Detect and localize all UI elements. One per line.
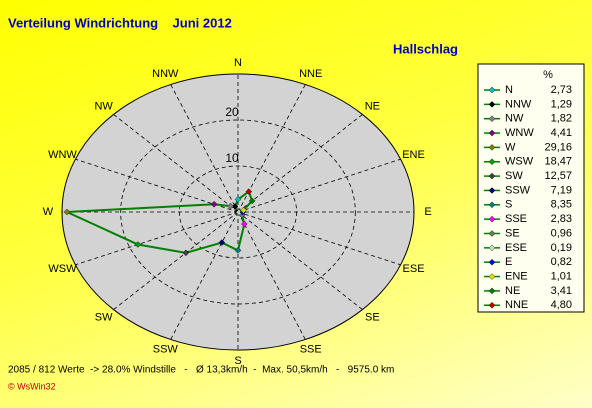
direction-label: NNE: [299, 68, 322, 80]
legend-label: NE: [505, 285, 520, 297]
data-point: [234, 247, 242, 254]
direction-label: S: [234, 355, 241, 367]
data-point: [234, 196, 242, 203]
data-point: [134, 241, 142, 248]
legend-label: S: [505, 199, 512, 211]
legend-box: [477, 63, 585, 313]
legend-value: 0,82: [551, 256, 572, 268]
data-point: [227, 202, 234, 210]
spoke: [237, 211, 363, 310]
direction-label: E: [424, 206, 431, 218]
direction-label: WSW: [48, 263, 77, 275]
legend-label: NNE: [505, 299, 528, 311]
ring-label: 20: [225, 105, 239, 119]
legend-label: E: [505, 256, 512, 268]
data-point: [248, 197, 256, 205]
legend-marker: [488, 301, 496, 309]
direction-label: NE: [365, 101, 380, 113]
spoke: [170, 84, 239, 213]
data-point: [63, 208, 71, 216]
legend-value: 2,73: [551, 84, 572, 96]
legend-value: 29,16: [544, 141, 572, 153]
legend-marker: [488, 115, 496, 122]
data-point: [218, 239, 226, 246]
direction-label: ENE: [402, 149, 425, 161]
legend-marker: [488, 187, 496, 194]
legend-label: SW: [505, 170, 523, 182]
legend-marker: [488, 215, 496, 223]
legend-value: 12,57: [544, 170, 572, 182]
legend-label: NNW: [505, 98, 532, 110]
legend-marker: [488, 129, 496, 137]
legend-marker: [488, 201, 496, 209]
direction-label: SSE: [300, 344, 322, 356]
legend-label: ESE: [505, 242, 527, 254]
direction-label: ESE: [403, 263, 425, 275]
legend-marker: [488, 172, 496, 180]
legend-value: 0,96: [551, 227, 572, 239]
data-point: [240, 206, 247, 214]
spoke: [75, 158, 239, 213]
spoke: [237, 211, 401, 266]
legend-label: NW: [505, 113, 524, 125]
legend-label: SSW: [505, 184, 531, 196]
direction-label: NW: [94, 101, 113, 113]
direction-label: W: [43, 206, 54, 218]
legend-label: W: [505, 141, 516, 153]
spoke: [113, 211, 239, 310]
legend-label: WSW: [505, 156, 534, 168]
spoke: [237, 158, 401, 213]
data-point: [241, 220, 248, 228]
legend-value: 1,29: [551, 98, 572, 110]
legend-marker: [488, 244, 496, 252]
direction-label: N: [234, 57, 242, 69]
legend-marker: [488, 144, 496, 151]
legend-value: 4,41: [551, 127, 572, 139]
legend-label: N: [505, 84, 513, 96]
spoke: [237, 211, 306, 340]
legend-value: 18,47: [544, 156, 572, 168]
legend-value: 0,19: [551, 242, 572, 254]
legend-label: WNW: [505, 127, 534, 139]
spoke: [113, 114, 239, 213]
chart-title: Verteilung Windrichtung Juni 2012: [8, 15, 232, 30]
spoke: [170, 211, 239, 340]
direction-label: WNW: [48, 149, 77, 161]
direction-label: SE: [365, 311, 380, 323]
footer: 2085 / 812 Werte -> 28.0% Windstille - Ø…: [8, 365, 394, 376]
legend-value: 4,80: [551, 299, 572, 311]
direction-label: SW: [95, 311, 113, 323]
legend-label: SE: [505, 227, 520, 239]
legend-value: 1,01: [551, 270, 572, 282]
data-point: [210, 200, 218, 208]
chart-subtitle: Hallschlag: [393, 41, 458, 56]
legend-marker: [488, 230, 496, 237]
legend-marker: [488, 258, 496, 266]
data-point: [182, 249, 190, 257]
legend-header: %: [543, 69, 553, 81]
legend-value: 7,19: [551, 184, 572, 196]
legend-marker: [488, 86, 496, 94]
direction-label: SSW: [153, 344, 179, 356]
legend-value: 8,35: [551, 199, 572, 211]
spoke: [75, 211, 239, 266]
data-point: [245, 188, 253, 195]
spoke: [237, 114, 363, 213]
legend-label: ENE: [505, 270, 528, 282]
direction-label: NNW: [152, 68, 179, 80]
credit: © WsWin32: [8, 381, 56, 391]
legend-value: 1,82: [551, 113, 572, 125]
legend-label: SSE: [505, 213, 527, 225]
legend-value: 2,83: [551, 213, 572, 225]
legend-marker: [488, 273, 496, 280]
legend-value: 3,41: [551, 285, 572, 297]
legend-marker: [488, 287, 496, 295]
ring: [120, 119, 356, 305]
ring: [178, 165, 298, 259]
legend-marker: [488, 158, 496, 166]
ring-label: 10: [225, 151, 239, 165]
legend-marker: [488, 101, 496, 108]
